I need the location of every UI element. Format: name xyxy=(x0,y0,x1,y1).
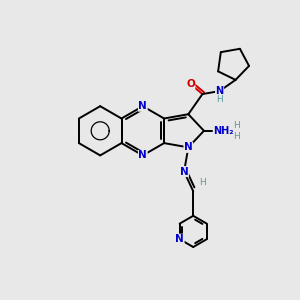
Text: N: N xyxy=(138,150,147,161)
Text: O: O xyxy=(186,79,195,89)
Text: N: N xyxy=(175,234,184,244)
Text: H: H xyxy=(200,178,206,187)
Text: N: N xyxy=(180,167,188,177)
Text: H: H xyxy=(233,132,239,141)
Text: H: H xyxy=(216,95,223,104)
Text: H: H xyxy=(233,121,239,130)
Text: N: N xyxy=(138,101,147,111)
Text: NH₂: NH₂ xyxy=(213,126,234,136)
Text: N: N xyxy=(184,142,193,152)
Text: N: N xyxy=(215,86,223,96)
